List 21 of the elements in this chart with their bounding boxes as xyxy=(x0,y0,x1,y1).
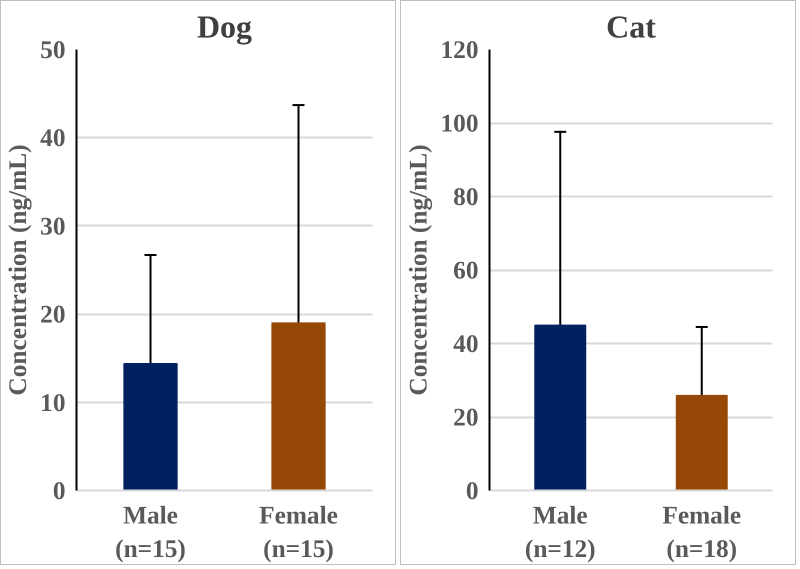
y-tick-label: 0 xyxy=(52,477,66,505)
x-tick-label: Male (n=15) xyxy=(115,502,186,564)
y-tick-label: 80 xyxy=(453,183,478,211)
y-tick-label: 40 xyxy=(40,124,66,152)
x-tick-label: Female (n=18) xyxy=(662,502,742,564)
y-tick-label: 40 xyxy=(453,330,478,358)
y-tick-label: 50 xyxy=(40,36,66,64)
y-tick-label: 0 xyxy=(466,477,479,505)
y-axis-title: Concentration (ng/mL) xyxy=(4,144,32,396)
y-axis-title: Concentration (ng/mL) xyxy=(404,144,433,396)
y-tick-label: 20 xyxy=(453,404,478,432)
x-tick-label: Female (n=15) xyxy=(259,502,338,564)
chart-title: Dog xyxy=(196,8,252,46)
y-tick-label: 20 xyxy=(40,300,66,329)
x-tick-label: Male (n=12) xyxy=(524,502,596,564)
y-tick-label: 60 xyxy=(453,256,478,284)
y-tick-label: 100 xyxy=(440,110,479,138)
y-tick-label: 30 xyxy=(40,212,66,240)
y-tick-label: 120 xyxy=(440,36,479,64)
y-tick-label: 10 xyxy=(40,388,66,417)
chart-title: Cat xyxy=(606,8,656,44)
